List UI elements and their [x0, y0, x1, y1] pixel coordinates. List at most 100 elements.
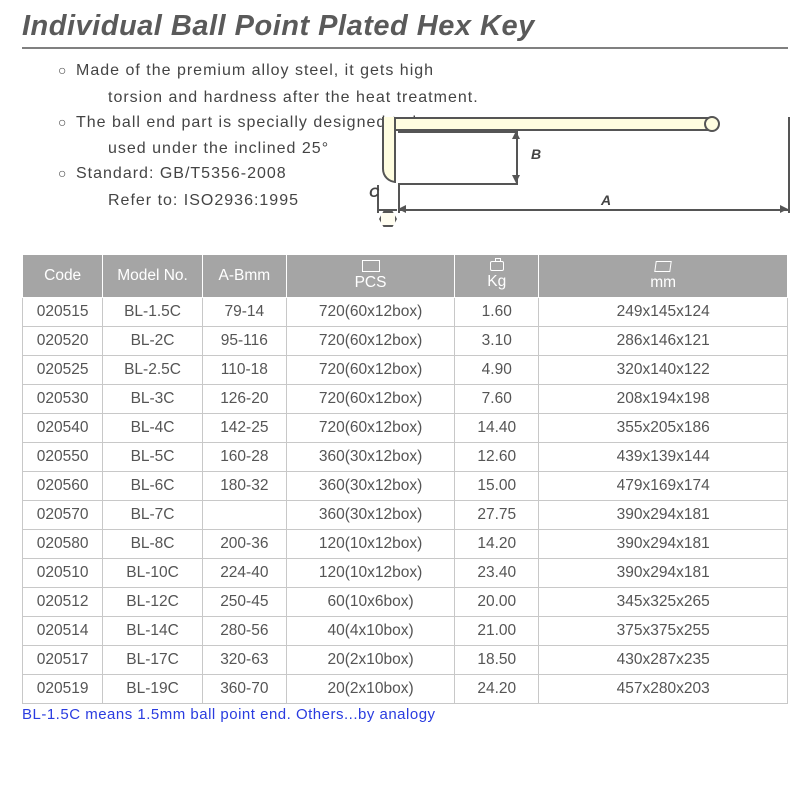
table-cell: 14.40 [455, 414, 539, 443]
table-cell: 720(60x12box) [286, 356, 454, 385]
table-cell: BL-4C [103, 414, 202, 443]
table-row: 020510BL-10C224-40120(10x12box)23.40390x… [23, 559, 788, 588]
col-pcs: PCS [286, 255, 454, 298]
table-cell: 375x375x255 [539, 617, 788, 646]
table-cell: 390x294x181 [539, 501, 788, 530]
dim-label-a: A [601, 192, 611, 208]
table-cell: 1.60 [455, 298, 539, 327]
page-title: Individual Ball Point Plated Hex Key [22, 10, 788, 49]
table-cell: BL-8C [103, 530, 202, 559]
table-cell: 14.20 [455, 530, 539, 559]
table-cell: 020540 [23, 414, 103, 443]
table-row: 020520BL-2C95-116720(60x12box)3.10286x14… [23, 327, 788, 356]
table-cell: 3.10 [455, 327, 539, 356]
table-cell: BL-17C [103, 646, 202, 675]
bullet-1: ○ Made of the premium alloy steel, it ge… [58, 59, 788, 84]
bullet-marker: ○ [58, 165, 76, 181]
table-cell: 208x194x198 [539, 385, 788, 414]
table-cell: 79-14 [202, 298, 286, 327]
table-cell: 020570 [23, 501, 103, 530]
table-cell: 160-28 [202, 443, 286, 472]
table-row: 020580BL-8C200-36120(10x12box)14.20390x2… [23, 530, 788, 559]
table-cell: 355x205x186 [539, 414, 788, 443]
table-cell: 21.00 [455, 617, 539, 646]
table-cell: 280-56 [202, 617, 286, 646]
bullet-text: Standard: GB/T5356-2008 [76, 162, 287, 187]
table-row: 020515BL-1.5C79-14720(60x12box)1.60249x1… [23, 298, 788, 327]
table-cell [202, 501, 286, 530]
arrow-up-icon [512, 131, 520, 139]
table-cell: 720(60x12box) [286, 414, 454, 443]
table-cell: 20(2x10box) [286, 675, 454, 704]
table-cell: 020514 [23, 617, 103, 646]
weight-icon [490, 261, 504, 271]
bullet-text: Made of the premium alloy steel, it gets… [76, 59, 434, 84]
table-cell: 20(2x10box) [286, 646, 454, 675]
table-cell: 020512 [23, 588, 103, 617]
table-cell: BL-6C [103, 472, 202, 501]
ball-end-icon [704, 116, 720, 132]
table-row: 020525BL-2.5C110-18720(60x12box)4.90320x… [23, 356, 788, 385]
table-cell: 360(30x12box) [286, 443, 454, 472]
table-row: 020512BL-12C250-4560(10x6box)20.00345x32… [23, 588, 788, 617]
table-row: 020519BL-19C360-7020(2x10box)24.20457x28… [23, 675, 788, 704]
table-row: 020550BL-5C160-28360(30x12box)12.60439x1… [23, 443, 788, 472]
table-cell: 020525 [23, 356, 103, 385]
table-cell: 320-63 [202, 646, 286, 675]
table-row: 020540BL-4C142-25720(60x12box)14.40355x2… [23, 414, 788, 443]
arrow-right-icon [780, 205, 788, 213]
col-kg: Kg [455, 255, 539, 298]
table-cell: 126-20 [202, 385, 286, 414]
table-cell: 020510 [23, 559, 103, 588]
package-icon [362, 260, 380, 272]
table-cell: 249x145x124 [539, 298, 788, 327]
table-cell: BL-1.5C [103, 298, 202, 327]
table-cell: 60(10x6box) [286, 588, 454, 617]
table-cell: 390x294x181 [539, 530, 788, 559]
table-cell: 020517 [23, 646, 103, 675]
table-cell: 479x169x174 [539, 472, 788, 501]
table-cell: BL-10C [103, 559, 202, 588]
table-cell: 320x140x122 [539, 356, 788, 385]
table-cell: 020520 [23, 327, 103, 356]
table-cell: 180-32 [202, 472, 286, 501]
table-cell: BL-19C [103, 675, 202, 704]
table-row: 020560BL-6C180-32360(30x12box)15.00479x1… [23, 472, 788, 501]
spec-table: Code Model No. A-Bmm PCS Kg mm 020515BL-… [22, 254, 788, 704]
table-cell: 23.40 [455, 559, 539, 588]
col-pcs-label: PCS [355, 274, 387, 291]
table-cell: 200-36 [202, 530, 286, 559]
footnote: BL-1.5C means 1.5mm ball point end. Othe… [22, 706, 788, 723]
table-cell: 360-70 [202, 675, 286, 704]
table-cell: BL-5C [103, 443, 202, 472]
col-mm-label: mm [650, 274, 676, 291]
col-code: Code [23, 255, 103, 298]
table-cell: 120(10x12box) [286, 530, 454, 559]
table-cell: 18.50 [455, 646, 539, 675]
table-cell: 27.75 [455, 501, 539, 530]
table-cell: BL-14C [103, 617, 202, 646]
col-mm: mm [539, 255, 788, 298]
table-cell: 360(30x12box) [286, 472, 454, 501]
table-cell: BL-12C [103, 588, 202, 617]
table-cell: 110-18 [202, 356, 286, 385]
table-cell: 020550 [23, 443, 103, 472]
table-row: 020530BL-3C126-20720(60x12box)7.60208x19… [23, 385, 788, 414]
table-cell: 390x294x181 [539, 559, 788, 588]
col-kg-label: Kg [487, 273, 506, 290]
arrow-down-icon [512, 175, 520, 183]
table-cell: BL-7C [103, 501, 202, 530]
table-cell: 720(60x12box) [286, 385, 454, 414]
table-cell: 40(4x10box) [286, 617, 454, 646]
table-cell: 720(60x12box) [286, 327, 454, 356]
table-cell: 345x325x265 [539, 588, 788, 617]
hex-end-icon [379, 211, 397, 227]
table-cell: 95-116 [202, 327, 286, 356]
bullet-marker: ○ [58, 62, 76, 78]
arrow-left-icon [398, 205, 406, 213]
table-cell: 020580 [23, 530, 103, 559]
bullet-marker: ○ [58, 114, 76, 130]
table-cell: 20.00 [455, 588, 539, 617]
table-cell: 020515 [23, 298, 103, 327]
table-cell: 439x139x144 [539, 443, 788, 472]
